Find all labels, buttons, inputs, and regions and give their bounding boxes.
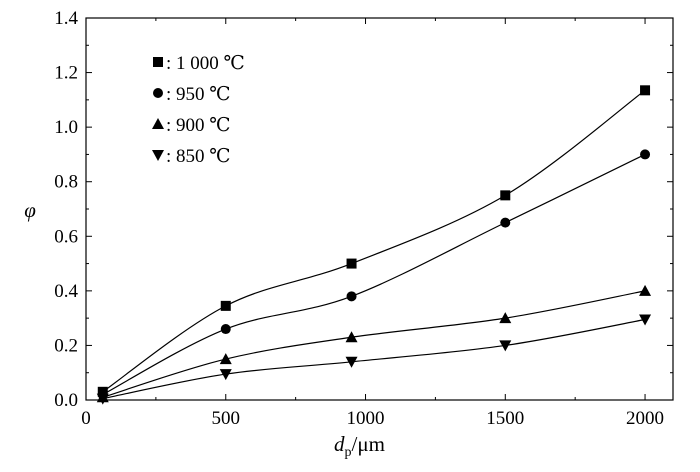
data-point-triangle-up (639, 284, 652, 296)
data-point-triangle-up (219, 353, 232, 365)
x-tick-label: 500 (212, 408, 241, 429)
y-tick-label: 1.2 (54, 63, 78, 84)
x-axis-title-symbol: d (334, 432, 345, 456)
data-point-triangle-down (639, 314, 652, 326)
y-tick-label: 1.0 (54, 117, 78, 138)
data-point-circle (500, 217, 511, 228)
legend-label: : 950 ℃ (166, 84, 231, 105)
data-point-triangle-down (345, 356, 358, 368)
legend-marker-triangle-down (152, 150, 164, 161)
x-axis-title: dp/μm (334, 432, 385, 460)
data-point-triangle-down (499, 340, 512, 352)
series-line-2 (102, 153, 646, 396)
x-axis-title-unit: /μm (352, 432, 385, 456)
legend-marker-square (153, 57, 163, 67)
x-axis-title-subscript: p (345, 445, 352, 460)
legend-marker-triangle-up (152, 118, 164, 129)
y-axis-title: φ (24, 198, 36, 222)
data-point-triangle-up (499, 312, 512, 324)
legend-label: : 850 ℃ (166, 146, 231, 167)
y-tick-label: 0.2 (54, 335, 78, 356)
data-point-square (640, 85, 651, 96)
data-point-circle (220, 324, 231, 335)
x-tick-label: 1000 (347, 408, 385, 429)
data-point-triangle-down (219, 369, 232, 381)
data-point-triangle-down (96, 393, 109, 405)
y-tick-label: 1.4 (54, 8, 78, 29)
x-tick-label: 0 (81, 408, 91, 429)
data-point-circle (640, 149, 651, 160)
data-point-square (220, 300, 231, 311)
legend: : 1 000 ℃ : 950 ℃ : 900 ℃ : 850 ℃ (152, 53, 245, 167)
axes (85, 17, 674, 401)
data-point-square (346, 258, 357, 269)
plot-frame (85, 17, 674, 401)
legend-label: : 900 ℃ (166, 115, 231, 136)
legend-marker-circle (153, 88, 163, 98)
ticks: 0 500 1000 1500 2000 0.0 0.2 0.4 0.6 0.8 1.0 1.2 1.4 (54, 8, 673, 429)
y-tick-label: 0.0 (54, 390, 78, 411)
data-point-square (500, 190, 511, 201)
y-tick-label: 0.4 (54, 281, 78, 302)
data-point-circle (346, 291, 357, 302)
x-tick-label: 2000 (626, 408, 664, 429)
data-point-triangle-up (345, 331, 358, 343)
x-tick-label: 1500 (486, 408, 524, 429)
series-lines (102, 89, 646, 400)
y-tick-label: 0.8 (54, 172, 78, 193)
y-tick-label: 0.6 (54, 226, 78, 247)
legend-label: : 1 000 ℃ (166, 53, 245, 74)
series-markers (96, 85, 652, 405)
